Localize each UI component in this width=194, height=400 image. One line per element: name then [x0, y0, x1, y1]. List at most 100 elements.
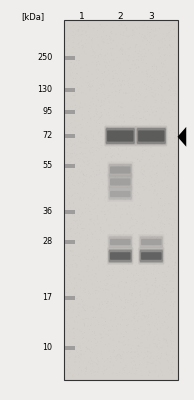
- Point: [163, 168, 166, 174]
- Point: [129, 211, 132, 218]
- Point: [150, 234, 153, 241]
- Point: [163, 318, 166, 325]
- Point: [136, 156, 139, 163]
- Point: [88, 326, 91, 333]
- Point: [162, 69, 165, 76]
- Point: [108, 197, 111, 204]
- Point: [149, 208, 152, 215]
- Point: [139, 276, 143, 282]
- Point: [165, 184, 169, 191]
- Point: [80, 351, 83, 358]
- Point: [128, 204, 131, 210]
- Point: [138, 30, 141, 36]
- Point: [121, 352, 124, 358]
- Point: [147, 285, 151, 292]
- Point: [123, 284, 126, 290]
- Point: [146, 166, 150, 172]
- Point: [172, 338, 175, 345]
- Point: [173, 113, 177, 120]
- Point: [115, 357, 118, 364]
- Point: [153, 78, 156, 85]
- Point: [105, 286, 108, 293]
- Point: [93, 171, 96, 178]
- Point: [132, 167, 135, 173]
- Point: [112, 46, 115, 52]
- Point: [71, 326, 74, 332]
- Point: [69, 274, 72, 280]
- Point: [98, 295, 101, 302]
- Point: [138, 353, 141, 359]
- Point: [130, 93, 133, 99]
- Point: [104, 276, 107, 283]
- Point: [100, 208, 103, 214]
- Point: [134, 319, 137, 325]
- Point: [91, 194, 94, 200]
- Point: [94, 290, 97, 296]
- Point: [166, 357, 169, 364]
- Point: [167, 312, 170, 319]
- Point: [135, 180, 138, 187]
- Point: [90, 135, 93, 141]
- Point: [105, 331, 108, 338]
- Point: [144, 290, 147, 297]
- Point: [76, 78, 79, 84]
- Point: [168, 200, 171, 207]
- Point: [87, 112, 91, 118]
- Point: [82, 196, 85, 202]
- Point: [81, 227, 85, 234]
- Point: [155, 108, 158, 115]
- Point: [163, 153, 166, 159]
- Point: [77, 344, 80, 350]
- Point: [159, 361, 162, 367]
- Point: [154, 56, 157, 62]
- Point: [171, 242, 174, 248]
- Point: [82, 288, 85, 294]
- Point: [94, 368, 97, 374]
- Point: [137, 226, 140, 232]
- Point: [88, 105, 92, 112]
- Point: [174, 298, 178, 305]
- Point: [112, 67, 115, 74]
- Point: [164, 200, 167, 207]
- Point: [126, 168, 129, 175]
- FancyBboxPatch shape: [110, 191, 131, 197]
- Point: [140, 208, 143, 214]
- Point: [83, 49, 86, 55]
- Point: [144, 34, 147, 40]
- Point: [120, 330, 123, 337]
- Point: [78, 327, 81, 333]
- Point: [164, 336, 167, 342]
- Point: [108, 272, 111, 278]
- Point: [153, 63, 156, 70]
- Point: [83, 320, 86, 326]
- Point: [154, 312, 157, 318]
- FancyBboxPatch shape: [140, 250, 163, 262]
- Point: [71, 177, 74, 183]
- Point: [128, 146, 132, 152]
- Point: [154, 341, 157, 347]
- Point: [99, 133, 102, 139]
- Point: [80, 197, 83, 204]
- Point: [138, 24, 141, 31]
- Point: [120, 304, 123, 310]
- Point: [69, 137, 72, 144]
- Point: [113, 264, 116, 271]
- Point: [149, 144, 152, 150]
- Point: [148, 74, 151, 80]
- Point: [122, 338, 125, 344]
- Point: [89, 84, 92, 90]
- Point: [141, 248, 144, 254]
- Point: [170, 169, 173, 176]
- Point: [137, 272, 140, 279]
- Point: [133, 349, 137, 356]
- Point: [168, 202, 171, 208]
- Point: [119, 132, 122, 139]
- Point: [173, 33, 176, 40]
- Point: [158, 252, 161, 259]
- Point: [146, 32, 149, 38]
- Point: [141, 171, 145, 178]
- Point: [153, 61, 156, 67]
- Point: [172, 364, 175, 370]
- Point: [77, 137, 80, 143]
- Point: [137, 94, 140, 100]
